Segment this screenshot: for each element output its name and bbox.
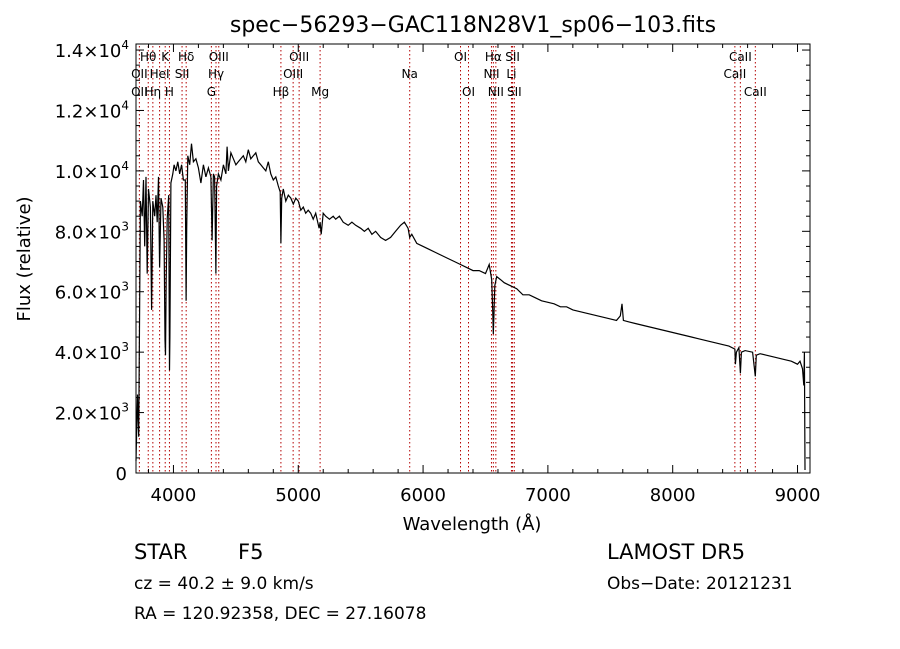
- y-tick-label-5: 1.0×104: [55, 159, 129, 183]
- line-label-21: NII: [488, 85, 504, 99]
- line-label-27: CaII: [744, 85, 767, 99]
- line-label-14: Hβ: [273, 85, 290, 99]
- line-markers: [138, 46, 756, 473]
- x-tick-label-4: 8000: [650, 485, 696, 506]
- x-tick-label-3: 7000: [525, 485, 571, 506]
- x-tick-label-2: 6000: [400, 485, 446, 506]
- line-label-25: CaII: [729, 50, 752, 64]
- line-label-4: HeI: [150, 67, 170, 81]
- observation-date: Obs−Date: 20121231: [607, 574, 793, 594]
- y-tick-label-7: 1.4×104: [55, 38, 129, 62]
- line-label-5: Hη: [145, 85, 162, 99]
- y-tick-label-0: 0: [116, 464, 127, 485]
- object-subclass: F5: [238, 540, 264, 564]
- line-label-11: G: [207, 85, 216, 99]
- y-tick-label-4: 8.0×103: [55, 219, 129, 243]
- line-label-1: OII: [131, 67, 148, 81]
- line-label-20: NII: [483, 67, 499, 81]
- x-axis-ticks: 4000 5000 6000 7000 8000 9000: [147, 44, 821, 506]
- plot-frame: [135, 43, 811, 474]
- line-label-8: H: [165, 85, 174, 99]
- line-label-3: K: [161, 50, 170, 64]
- x-tick-label-1: 5000: [275, 485, 321, 506]
- line-label-2: OII: [131, 85, 148, 99]
- line-label-12: OIII: [289, 50, 309, 64]
- line-label-10: Hγ: [208, 67, 224, 81]
- x-tick-label-5: 9000: [775, 485, 821, 506]
- line-label-7: SII: [175, 67, 190, 81]
- line-label-9: OIII: [209, 50, 229, 64]
- line-label-19: Hα: [485, 50, 502, 64]
- coordinates: RA = 120.92358, DEC = 27.16078: [134, 604, 427, 624]
- line-label-15: Mg: [311, 85, 329, 99]
- object-class: STAR: [134, 540, 188, 564]
- line-label-17: OI: [454, 50, 467, 64]
- y-axis-label: Flux (relative): [14, 196, 35, 321]
- x-axis-label: Wavelength (Å): [403, 513, 542, 535]
- line-label-24: SII: [507, 85, 522, 99]
- spectrum-series: [135, 143, 806, 471]
- y-tick-label-6: 1.2×104: [55, 98, 129, 122]
- line-label-23: Li: [506, 67, 516, 81]
- line-label-0: Hθ: [140, 50, 156, 64]
- chart-title: spec−56293−GAC118N28V1_sp06−103.fits: [230, 13, 716, 38]
- line-label-26: CaII: [723, 67, 746, 81]
- line-label-13: OIII: [283, 67, 303, 81]
- y-tick-label-1: 2.0×103: [55, 401, 129, 425]
- x-tick-label-0: 4000: [151, 485, 197, 506]
- y-tick-label-3: 6.0×103: [55, 280, 129, 304]
- line-label-16: Na: [402, 67, 418, 81]
- line-label-18: OI: [462, 85, 475, 99]
- line-label-6: Hδ: [178, 50, 194, 64]
- line-label-22: SII: [505, 50, 520, 64]
- redshift-cz: cz = 40.2 ± 9.0 km/s: [134, 574, 314, 594]
- y-axis-ticks: 0 2.0×103 4.0×103 6.0×103 8.0×103 1.0×104 1.2×…: [55, 38, 810, 485]
- y-tick-label-2: 4.0×103: [55, 340, 129, 364]
- survey-label: LAMOST DR5: [607, 540, 746, 564]
